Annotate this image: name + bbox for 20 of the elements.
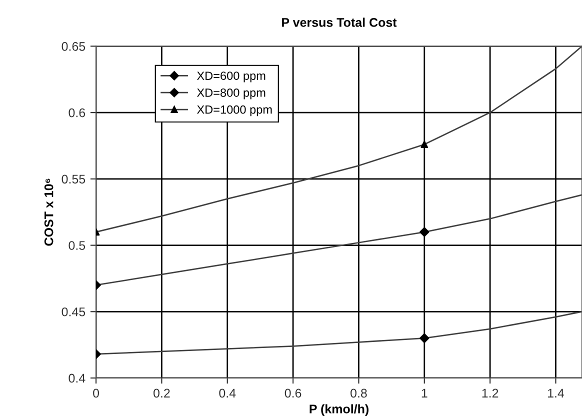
legend-label: XD=800 ppm: [196, 88, 266, 100]
x-axis-title: P (kmol/h): [310, 404, 368, 416]
legend-label: XD=600 ppm: [196, 72, 266, 82]
y-tick-label: 0.5: [68, 241, 86, 250]
x-tick-label: 0.4: [219, 388, 236, 398]
legend-label: XD=1000 ppm: [196, 105, 272, 116]
x-tick-label: 0.8: [350, 388, 367, 398]
x-tick-label: 1: [422, 388, 428, 398]
y-tick-label: 0.4: [68, 374, 86, 383]
x-tick-label: 0.2: [154, 388, 170, 398]
y-tick-label: 0.45: [62, 307, 86, 316]
y-tick-label: 0.6: [68, 108, 86, 118]
x-tick-label: 1.2: [482, 388, 498, 398]
x-tick-label: 0: [93, 388, 100, 398]
y-tick-label: 0.55: [62, 174, 86, 184]
chart-title: P versus Total Cost: [282, 18, 397, 27]
x-tick-label: 1.4: [548, 388, 564, 398]
y-tick-label: 0.65: [62, 42, 86, 51]
y-axis-title: COST x 10⁶: [44, 178, 54, 246]
x-tick-label: 0.6: [284, 388, 302, 398]
